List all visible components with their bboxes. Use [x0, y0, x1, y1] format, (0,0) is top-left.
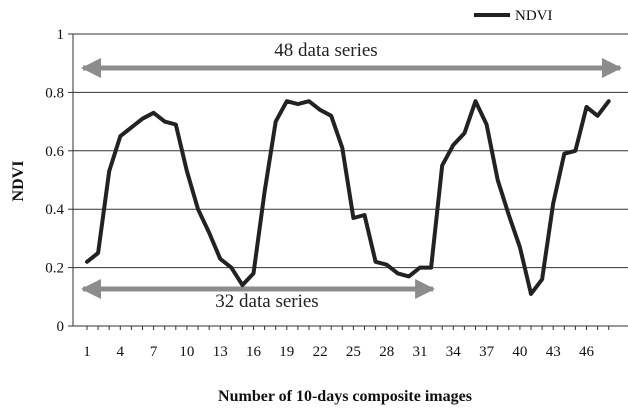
y-tick-label-2: 0.4	[45, 202, 64, 218]
x-tick-label-7: 22	[313, 344, 328, 360]
y-tick-label-3: 0.6	[45, 144, 64, 160]
axes	[68, 33, 628, 330]
x-tick-label-0: 1	[83, 344, 91, 360]
x-tick-label-13: 40	[512, 344, 527, 360]
x-tick-label-15: 46	[579, 344, 595, 360]
x-tick-label-4: 13	[213, 344, 228, 360]
legend-label-ndvi: NDVI	[515, 8, 553, 24]
grid-lines	[73, 33, 628, 327]
x-tick-label-5: 16	[246, 344, 262, 360]
x-tick-label-3: 10	[179, 344, 194, 360]
annotation-label-1: 32 data series	[215, 291, 318, 312]
series-layer	[85, 99, 611, 296]
x-axis-title: Number of 10-days composite images	[218, 388, 472, 405]
x-tick-label-14: 43	[546, 344, 561, 360]
annotations: 48 data series 32 data series	[81, 40, 622, 312]
tick-labels: 0 0.2 0.4 0.6 0.8 1 1 4 7 10 13 16 19 22 25 28 31 34 37 40 4…	[45, 27, 594, 360]
y-axis-title: NDVI	[10, 161, 27, 202]
x-tick-label-6: 19	[279, 344, 294, 360]
y-tick-label-4: 0.8	[45, 85, 64, 101]
x-tick-label-2: 7	[150, 344, 158, 360]
x-tick-label-1: 4	[117, 344, 125, 360]
x-tick-label-10: 31	[413, 344, 428, 360]
y-tick-label-1: 0.2	[45, 261, 64, 277]
y-tick-label-0: 0	[57, 319, 65, 335]
annotation-label-0: 48 data series	[274, 40, 377, 61]
x-tick-label-9: 28	[379, 344, 394, 360]
series-line-0	[85, 99, 611, 296]
x-tick-label-8: 25	[346, 344, 361, 360]
x-tick-label-11: 34	[446, 344, 462, 360]
x-tick-label-12: 37	[479, 344, 495, 360]
y-tick-label-5: 1	[57, 27, 65, 43]
legend: NDVI	[474, 8, 553, 24]
